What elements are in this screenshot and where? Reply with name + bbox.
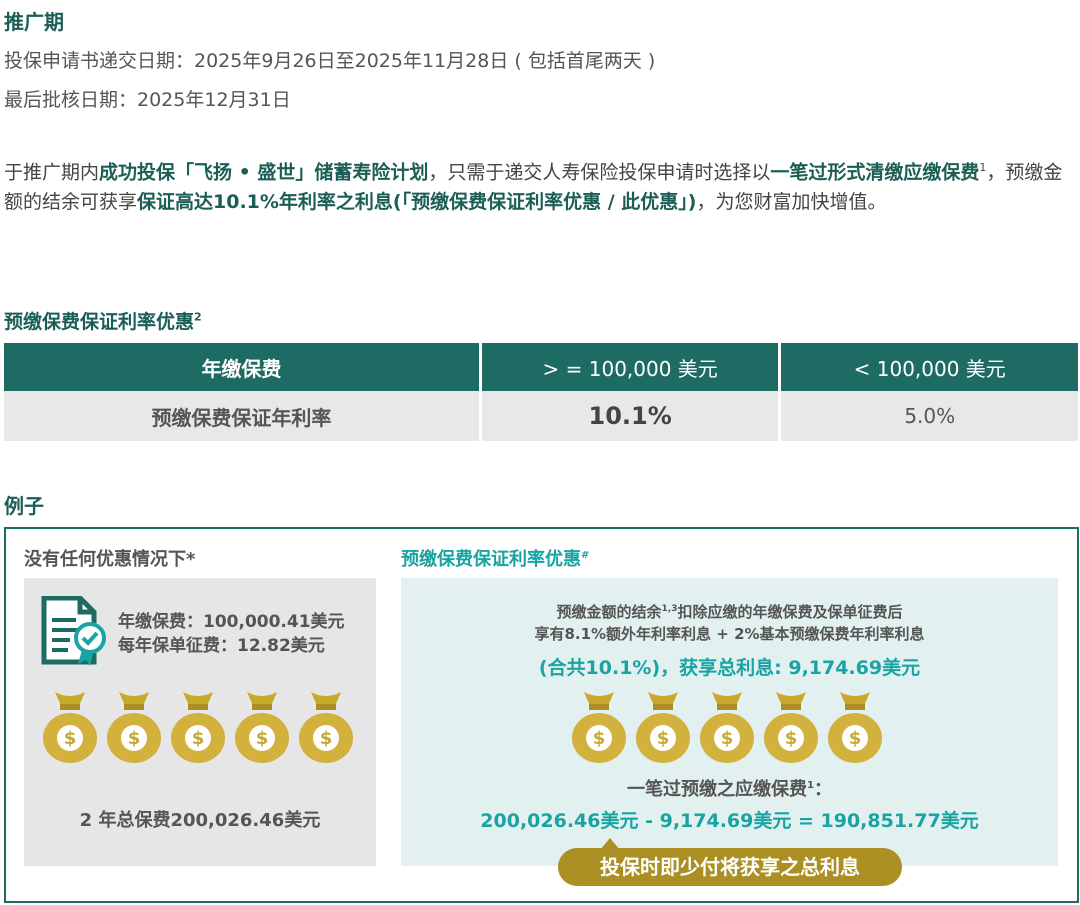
rate-under-100k: 5.0% <box>779 391 1078 441</box>
submit-period: 投保申请书递交日期：2025年9月26日至2025年11月28日 ( 包括首尾两… <box>4 50 656 72</box>
svg-text:$: $ <box>785 728 798 749</box>
calc-formula: 200,026.46美元 - 9,174.69美元 = 190,851.77美元 <box>480 810 979 832</box>
left-panel-title: 没有任何优惠情况下* <box>24 549 196 570</box>
money-bag-icon: $ <box>41 686 99 764</box>
svg-text:$: $ <box>256 728 269 749</box>
money-bag-icon: $ <box>762 686 820 764</box>
policy-document-icon <box>40 595 110 670</box>
two-year-total: 2 年总保费200,026.46美元 <box>79 810 321 831</box>
rate-over-100k: 10.1% <box>480 391 782 441</box>
svg-text:$: $ <box>657 728 670 749</box>
guaranteed-rate-highlight: 保证高达10.1%年利率之利息(「预缴保费保证利率优惠 / 此优惠」) <box>137 191 697 214</box>
money-bag-row-right: $ $ $ $ $ <box>567 686 887 768</box>
rate-table-header: 年缴保费 > = 100,000 美元 < 100,000 美元 <box>4 343 1078 391</box>
money-bag-icon: $ <box>105 686 163 764</box>
svg-text:$: $ <box>320 728 333 749</box>
balance-text: 预缴金额的结余1,3扣除应缴的年缴保费及保单征费后 <box>556 603 903 621</box>
right-panel: 预缴金额的结余1,3扣除应缴的年缴保费及保单征费后 享有8.1%额外年利率利息 … <box>401 578 1058 866</box>
rate-section-title: 预缴保费保证利率优惠2 <box>4 310 202 333</box>
left-panel: 年缴保费：100,000.41美元 每年保单征费：12.82美元 $ $ $ $ $ 2… <box>24 578 376 866</box>
approval-date: 最后批核日期：2025年12月31日 <box>4 89 291 111</box>
svg-text:$: $ <box>128 728 141 749</box>
pay-less-pill: 投保时即少付将获享之总利息 <box>558 848 902 886</box>
promo-heading: 推广期 <box>4 10 64 34</box>
rate-table: 年缴保费 > = 100,000 美元 < 100,000 美元 预缴保费保证年… <box>4 343 1078 441</box>
money-bag-icon: $ <box>297 686 355 764</box>
total-interest: (合共10.1%)，获享总利息: 9,174.69美元 <box>538 657 921 679</box>
money-bag-icon: $ <box>826 686 884 764</box>
svg-text:$: $ <box>849 728 862 749</box>
money-bag-icon: $ <box>233 686 291 764</box>
row-label: 预缴保费保证年利率 <box>4 391 482 441</box>
svg-text:$: $ <box>192 728 205 749</box>
money-bag-icon: $ <box>570 686 628 764</box>
right-panel-title: 预缴保费保证利率优惠# <box>401 549 590 570</box>
pill-pointer <box>600 838 620 850</box>
plan-name: 成功投保「飞扬 • 盛世」储蓄寿险计划 <box>99 161 429 184</box>
calc-title: 一笔过预缴之应缴保费1： <box>627 779 832 800</box>
header-under-100k: < 100,000 美元 <box>779 343 1078 391</box>
annual-premium-text: 年缴保费：100,000.41美元 <box>118 612 345 632</box>
header-over-100k: > = 100,000 美元 <box>480 343 782 391</box>
money-bag-icon: $ <box>634 686 692 764</box>
example-box <box>4 527 1079 903</box>
example-heading: 例子 <box>4 494 44 518</box>
svg-text:$: $ <box>64 728 77 749</box>
money-bag-row-left: $ $ $ $ $ <box>38 686 358 768</box>
svg-text:$: $ <box>721 728 734 749</box>
money-bag-icon: $ <box>169 686 227 764</box>
header-annual-premium: 年缴保费 <box>4 343 482 391</box>
svg-text:$: $ <box>593 728 606 749</box>
money-bag-icon: $ <box>698 686 756 764</box>
annual-levy-text: 每年保单征费：12.82美元 <box>118 636 325 656</box>
interest-breakdown: 享有8.1%额外年利率利息 + 2%基本预缴保费年利率利息 <box>534 625 925 643</box>
table-row: 预缴保费保证年利率 10.1% 5.0% <box>4 391 1078 441</box>
intro-paragraph: 于推广期内成功投保「飞扬 • 盛世」储蓄寿险计划，只需于递交人寿保险投保申请时选… <box>4 161 1063 214</box>
